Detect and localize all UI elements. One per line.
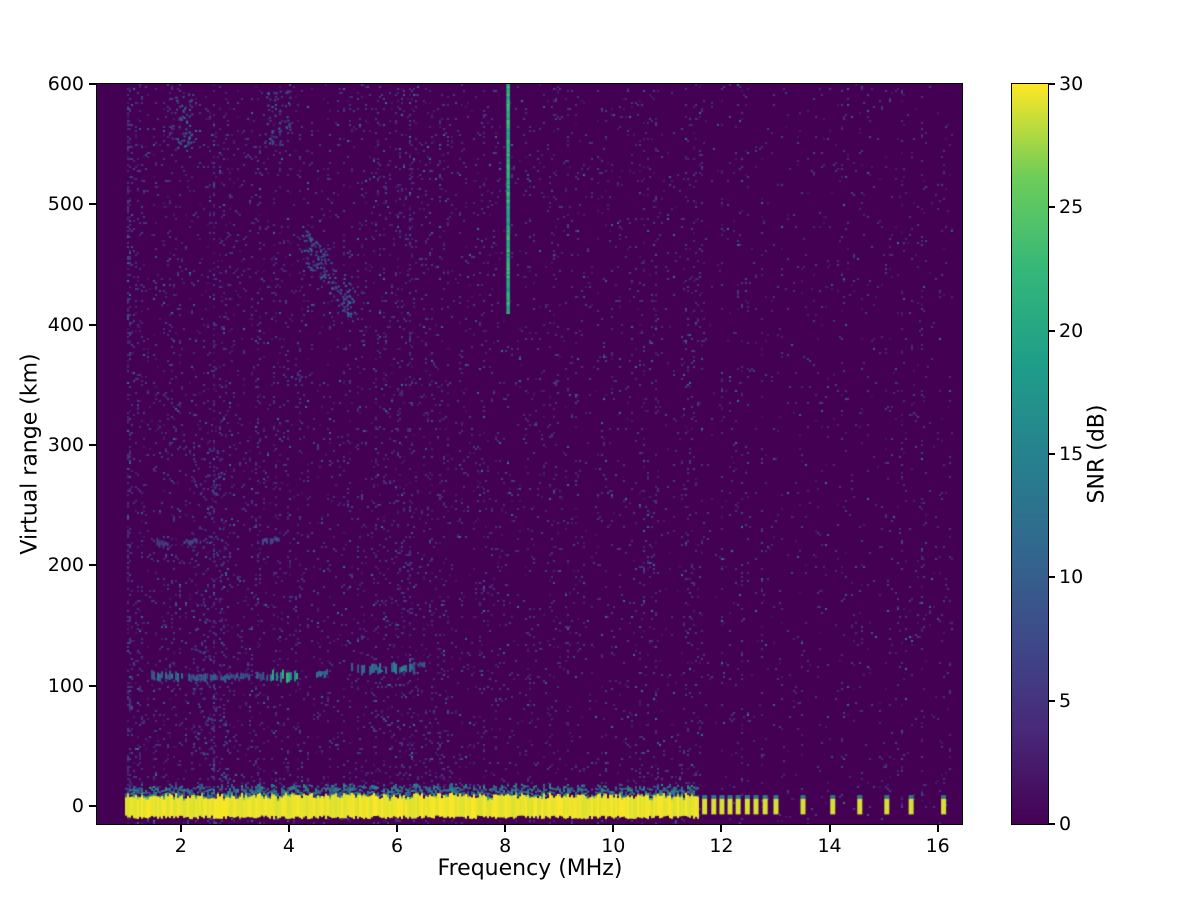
y-tick-label: 300: [47, 433, 84, 456]
plot-area: [96, 83, 963, 825]
colorbar-tick-mark: [1048, 823, 1055, 825]
y-tick-label: 600: [47, 73, 84, 95]
x-tick-label: 10: [601, 835, 626, 857]
y-tick-mark: [89, 564, 96, 567]
colorbar-tick-label: 20: [1059, 319, 1084, 342]
colorbar-tick-label: 15: [1059, 443, 1084, 465]
x-tick-mark: [504, 825, 507, 832]
y-tick-label: 100: [47, 674, 84, 697]
colorbar-tick-label: 10: [1059, 566, 1084, 589]
y-tick-mark: [89, 323, 96, 326]
x-tick-label: 8: [499, 835, 512, 857]
colorbar: [1011, 83, 1049, 825]
x-tick-label: 6: [391, 835, 404, 857]
x-tick-mark: [828, 825, 831, 832]
x-tick-mark: [612, 825, 615, 832]
x-tick-mark: [179, 825, 182, 832]
x-tick-label: 2: [174, 835, 187, 857]
colorbar-tick-mark: [1048, 83, 1055, 85]
heatmap-canvas: [97, 84, 962, 824]
colorbar-tick-label: 25: [1059, 196, 1084, 219]
colorbar-tick-mark: [1048, 699, 1055, 702]
x-axis-label: Frequency (MHz): [437, 856, 623, 881]
x-tick-mark: [936, 825, 939, 832]
x-tick-mark: [396, 825, 399, 832]
y-tick-mark: [89, 684, 96, 687]
colorbar-canvas: [1012, 84, 1048, 824]
x-tick-label: 12: [709, 835, 734, 857]
y-tick-label: 200: [47, 554, 84, 577]
colorbar-tick-label: 0: [1059, 813, 1072, 835]
y-tick-mark: [89, 443, 96, 446]
x-tick-label: 14: [817, 835, 842, 857]
x-tick-mark: [720, 825, 723, 832]
y-tick-mark: [89, 203, 96, 206]
y-tick-mark: [89, 804, 96, 807]
colorbar-tick-mark: [1048, 329, 1055, 332]
colorbar-tick-mark: [1048, 453, 1055, 455]
colorbar-tick-mark: [1048, 576, 1055, 579]
y-tick-label: 500: [47, 193, 84, 216]
y-tick-mark: [89, 83, 96, 85]
x-tick-label: 4: [282, 835, 295, 857]
x-tick-label: 16: [925, 835, 950, 857]
y-tick-label: 0: [71, 794, 84, 817]
colorbar-tick-mark: [1048, 206, 1055, 209]
colorbar-tick-label: 30: [1059, 73, 1084, 95]
x-tick-mark: [287, 825, 290, 832]
y-tick-label: 400: [47, 313, 84, 336]
colorbar-tick-label: 5: [1059, 689, 1072, 712]
